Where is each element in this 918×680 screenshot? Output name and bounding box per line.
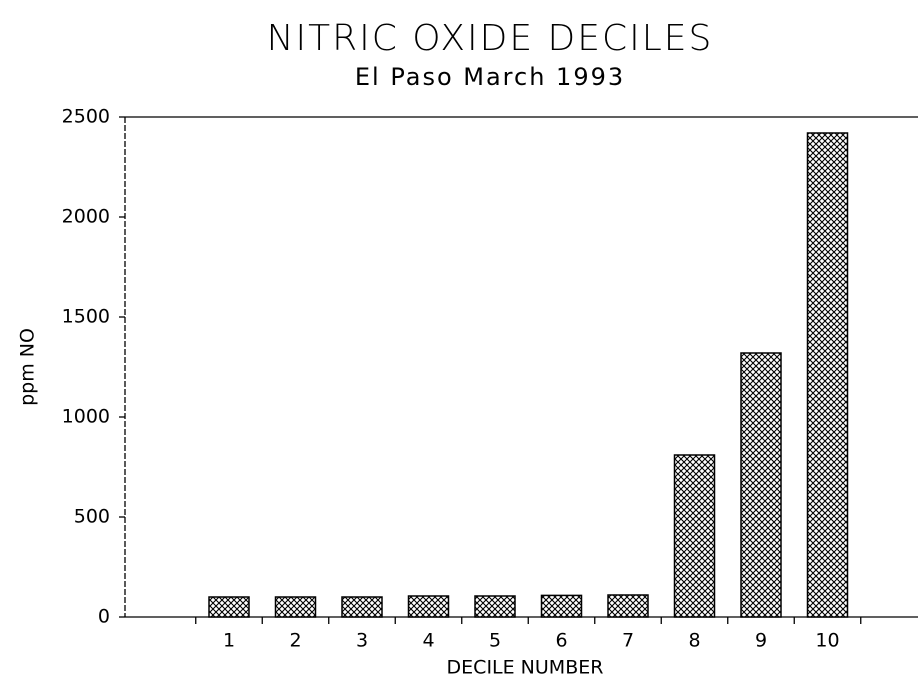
y-axis-label: ppm NO <box>17 328 39 406</box>
bar <box>540 594 583 618</box>
x-tick-label: 10 <box>815 630 839 652</box>
bar <box>407 595 450 618</box>
x-tick-label: 9 <box>755 630 767 652</box>
y-tick-label: 1500 <box>62 306 110 328</box>
bar <box>341 596 383 618</box>
x-tick-label: 6 <box>555 630 567 652</box>
x-tick-label: 2 <box>289 630 301 652</box>
y-tick-label: 500 <box>74 506 110 528</box>
bar <box>673 454 716 618</box>
bar <box>474 595 516 618</box>
bar <box>740 352 782 618</box>
y-tick-label: 1000 <box>62 406 110 428</box>
x-tick-label: 7 <box>622 630 634 652</box>
bar <box>607 594 649 618</box>
chart-title: NITRIC OXIDE DECILES <box>267 18 714 59</box>
y-tick-label: 2500 <box>62 106 110 128</box>
y-tick-label: 0 <box>98 606 110 628</box>
bar <box>806 132 849 618</box>
x-tick-label: 1 <box>223 630 235 652</box>
bar <box>208 596 250 618</box>
x-axis-label: DECILE NUMBER <box>447 657 604 679</box>
bar <box>274 596 317 618</box>
x-tick-label: 4 <box>422 630 434 652</box>
chart-subtitle: El Paso March 1993 <box>355 63 625 91</box>
y-tick-label: 2000 <box>62 206 110 228</box>
x-tick-label: 8 <box>688 630 700 652</box>
x-tick-label: 5 <box>489 630 501 652</box>
x-tick-label: 3 <box>356 630 368 652</box>
